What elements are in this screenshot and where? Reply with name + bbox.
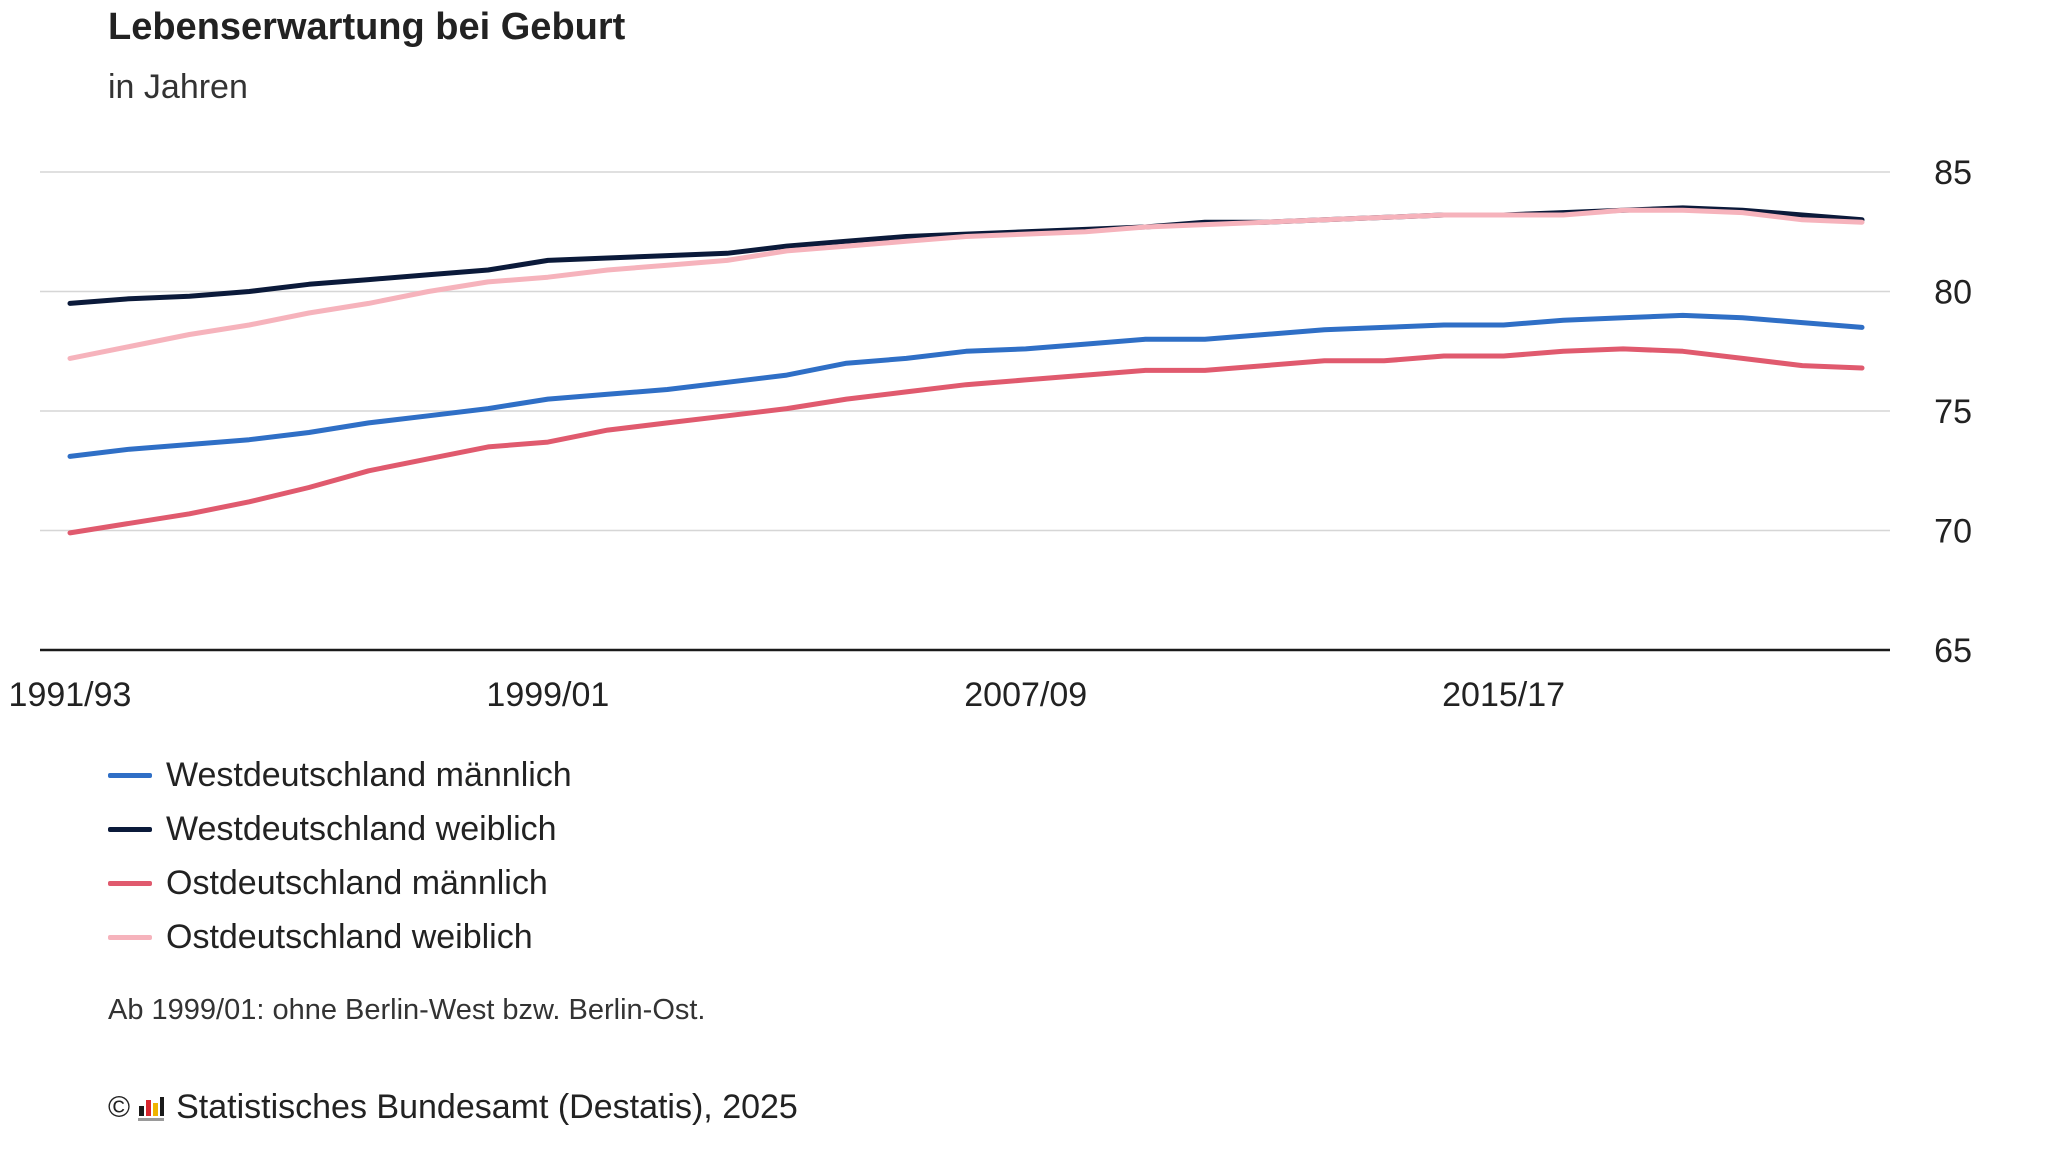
legend-item: Ostdeutschland männlich	[108, 856, 572, 910]
legend-label: Westdeutschland männlich	[166, 755, 572, 794]
chart-subtitle: in Jahren	[108, 68, 248, 106]
chart-title: Lebenserwartung bei Geburt	[108, 6, 626, 48]
y-axis: 65 70 75 80 85	[1934, 154, 1972, 670]
legend-swatch	[108, 826, 152, 832]
y-tick-label: 75	[1934, 393, 1972, 431]
x-tick-label: 1991/93	[9, 676, 132, 714]
y-tick-label: 70	[1934, 513, 1972, 551]
destatis-logo-icon	[138, 1096, 165, 1121]
x-tick-label: 2015/17	[1442, 676, 1565, 714]
series-line	[67, 205, 1865, 306]
legend-swatch	[108, 880, 152, 886]
legend-label: Westdeutschland weiblich	[166, 809, 557, 848]
series-line	[67, 346, 1865, 536]
source-text: Statistisches Bundesamt (Destatis), 2025	[176, 1088, 798, 1126]
legend-label: Ostdeutschland männlich	[166, 863, 548, 902]
legend-swatch	[108, 772, 152, 778]
series-line	[67, 312, 1865, 459]
legend-item: Westdeutschland männlich	[108, 748, 572, 802]
legend: Westdeutschland männlich Westdeutschland…	[108, 748, 572, 964]
series-lines	[67, 205, 1865, 536]
y-tick-label: 80	[1934, 274, 1972, 312]
footnote: Ab 1999/01: ohne Berlin-West bzw. Berlin…	[108, 994, 706, 1026]
x-axis: 1991/93 1999/01 2007/09 2015/17	[9, 676, 1566, 714]
gridlines	[40, 171, 1890, 652]
legend-item: Ostdeutschland weiblich	[108, 910, 572, 964]
x-tick-label: 1999/01	[486, 676, 609, 714]
legend-label: Ostdeutschland weiblich	[166, 917, 533, 956]
y-tick-label: 85	[1934, 154, 1972, 192]
source-line: © Statistisches Bundesamt (Destatis), 20…	[108, 1088, 798, 1127]
copyright-icon: ©	[108, 1090, 131, 1124]
x-tick-label: 2007/09	[964, 676, 1087, 714]
series-line	[67, 207, 1865, 361]
legend-swatch	[108, 934, 152, 940]
legend-item: Westdeutschland weiblich	[108, 802, 572, 856]
y-tick-label: 65	[1934, 632, 1972, 670]
